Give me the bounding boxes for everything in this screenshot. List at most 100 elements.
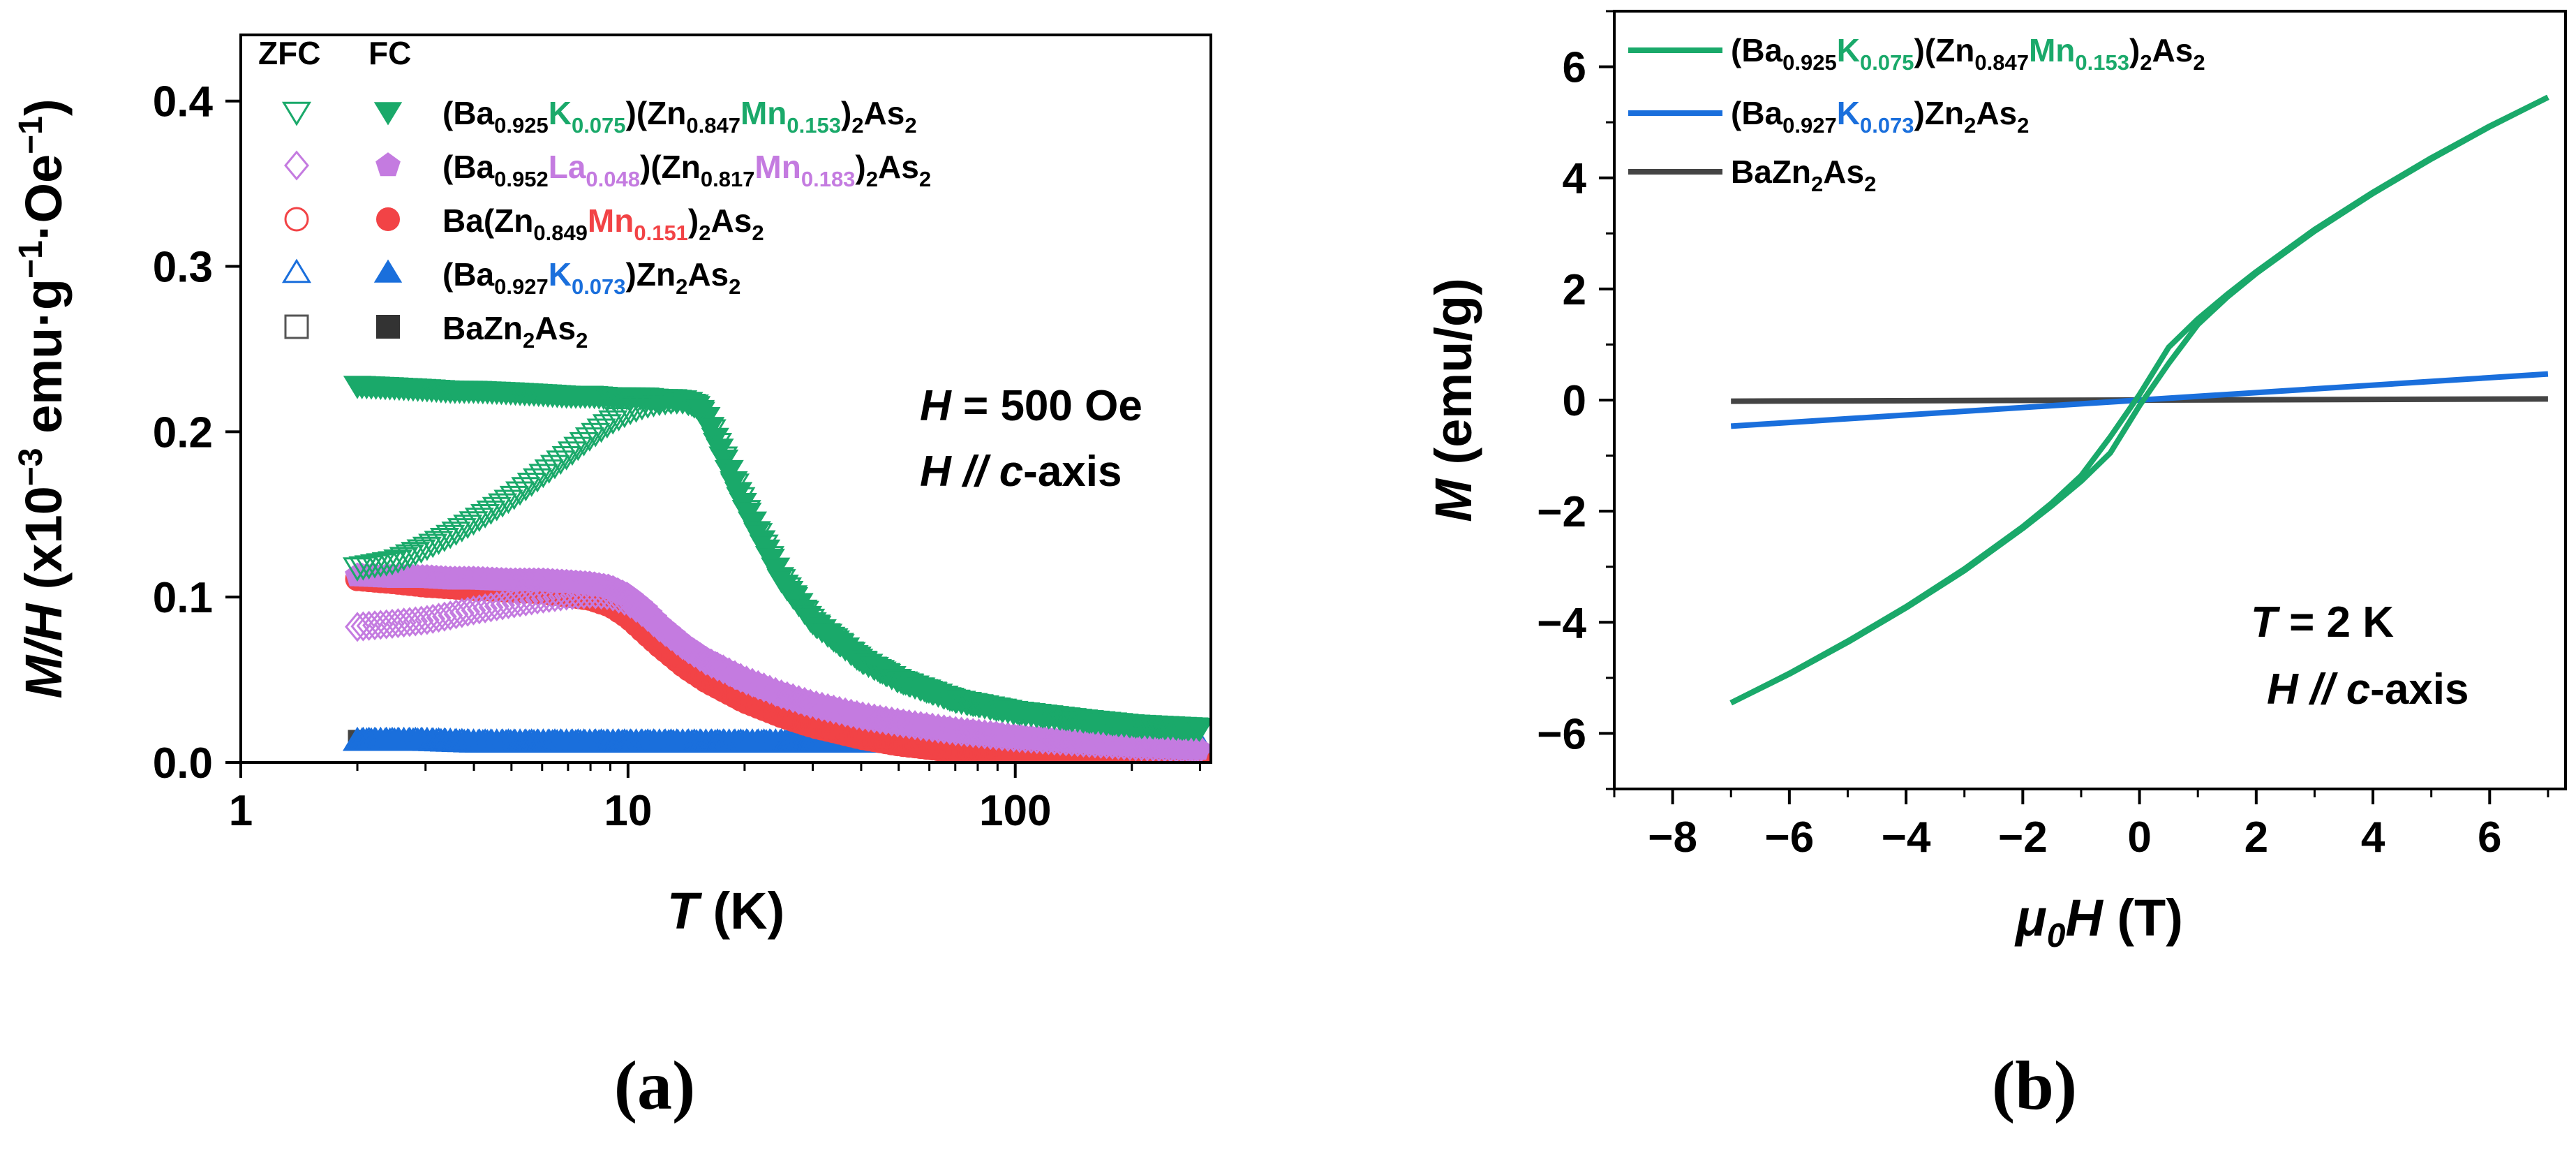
- point-a-blamn-zfc: [1152, 732, 1177, 762]
- legend-a-bza-zfc-marker: [284, 314, 309, 339]
- point-a-bkmn-zfc: [714, 459, 744, 485]
- tick-label-a-y: 0.4: [153, 78, 214, 126]
- point-a-blamn-zfc: [1048, 725, 1073, 756]
- point-a-blamn-zfc: [873, 705, 899, 736]
- point-a-blamn-zfc: [1129, 731, 1154, 762]
- point-a-blamn-zfc: [966, 718, 992, 749]
- point-a-blamn-zfc: [664, 626, 690, 656]
- point-a-blamn-zfc: [629, 597, 655, 628]
- point-a-bkmn-zfc: [586, 418, 616, 443]
- point-a-bkmn-zfc: [539, 455, 570, 480]
- point-a-bkmn-zfc: [389, 547, 419, 572]
- point-a-blamn-zfc: [879, 706, 904, 737]
- point-a-blamn-zfc: [885, 707, 911, 738]
- point-a-bkmn-zfc: [993, 700, 1023, 725]
- point-a-bkmn-zfc: [459, 511, 489, 536]
- point-a-bkmn-zfc: [534, 459, 564, 484]
- tick-label-b-x: 0: [2127, 813, 2151, 862]
- chart-b-annotation-temp: T = 2 K: [2251, 598, 2394, 647]
- point-a-blamn-zfc: [1065, 727, 1091, 758]
- point-a-blamn-zfc: [920, 712, 945, 743]
- point-a-blamn-zfc: [960, 718, 986, 748]
- point-a-bkmn-zfc: [551, 445, 581, 471]
- legend-b-bk-label: (Ba0.927K0.073)Zn2As2: [1731, 95, 2029, 138]
- tick-label-b-y: 2: [1563, 266, 1586, 314]
- chart-a-annotation-field: H = 500 Oe: [920, 382, 1142, 430]
- point-a-blamn-zfc: [1001, 722, 1027, 753]
- point-a-blamn-zfc: [1013, 723, 1038, 754]
- point-a-bkmn-zfc: [401, 542, 431, 566]
- point-a-bkmn-zfc: [958, 693, 988, 718]
- legend-zfc-header: ZFC: [258, 35, 320, 71]
- point-a-bkmn-zfc: [621, 398, 651, 423]
- series-a-blamn: [345, 562, 1211, 762]
- point-a-bkmn-zfc: [429, 527, 459, 552]
- point-a-blamn-zfc: [943, 716, 969, 746]
- point-a-bkmn-zfc: [691, 407, 721, 431]
- point-a-blamn-zfc: [1082, 728, 1108, 759]
- point-a-blamn-zfc: [699, 649, 724, 679]
- legend-a-bza-fc-marker: [376, 315, 400, 339]
- point-a-blamn-zfc: [861, 703, 887, 734]
- point-a-bkmn-zfc: [969, 695, 999, 720]
- point-a-bkmn-zfc: [424, 531, 454, 556]
- tick-label-a-x: 100: [979, 787, 1051, 835]
- chart-b-legend: (Ba0.925K0.075)(Zn0.847Mn0.153)2As2 (Ba0…: [1628, 32, 2205, 196]
- point-a-blamn-zfc: [588, 580, 614, 610]
- legend-a-bkmn-fc-marker: [373, 102, 403, 126]
- point-a-bkmn-zfc: [569, 431, 599, 457]
- chart-a-annotation-axis: H // c-axis: [920, 448, 1122, 496]
- point-a-bkmn-zfc: [464, 508, 494, 532]
- point-a-blamn-zfc: [1088, 728, 1114, 759]
- point-a-blamn-zfc: [902, 710, 928, 741]
- legend-fc-header: FC: [368, 35, 411, 71]
- point-a-bkmn-zfc: [609, 404, 639, 429]
- point-a-blamn-zfc: [1186, 734, 1211, 762]
- point-a-bkmn-zfc: [935, 687, 965, 712]
- tick-label-b-y: −4: [1537, 599, 1586, 647]
- point-a-blamn-zfc: [931, 714, 957, 745]
- point-a-bkmn-zfc: [616, 401, 646, 426]
- point-a-blamn-zfc: [1117, 730, 1142, 761]
- tick-label-b-x: 4: [2361, 813, 2385, 862]
- point-a-blamn-zfc: [1059, 726, 1085, 757]
- point-a-bkmn-zfc: [546, 450, 576, 475]
- point-a-bkmn-zfc: [929, 686, 959, 710]
- legend-a-bk-zfc-marker: [281, 258, 312, 283]
- panel-label-a: (a): [614, 1047, 696, 1124]
- point-a-bkmn-zfc: [476, 500, 506, 525]
- point-a-bkmn-zfc: [418, 533, 448, 559]
- point-a-blamn-zfc: [868, 704, 893, 735]
- point-a-blamn-zfc: [1140, 732, 1166, 762]
- point-a-bkmn-zfc: [574, 427, 605, 452]
- point-a-bkmn-zfc: [981, 698, 1011, 722]
- point-a-blamn-zfc: [553, 580, 579, 611]
- point-a-bkmn-zfc: [453, 515, 483, 539]
- chart-a-legend: ZFC FC (Ba0.925K0.075)(Zn0.847Mn0.153)2A…: [258, 35, 931, 353]
- legend-b-bkmn-label: (Ba0.925K0.075)(Zn0.847Mn0.153)2As2: [1731, 32, 2205, 75]
- point-a-blamn-zfc: [1100, 729, 1125, 760]
- point-a-blamn-zfc: [914, 711, 939, 742]
- point-a-bkmn-zfc: [964, 694, 994, 719]
- point-a-blamn-zfc: [560, 580, 585, 610]
- point-a-blamn-zfc: [1146, 732, 1172, 762]
- series-b-bkmn-branch-down: [1729, 94, 2549, 706]
- point-a-blamn-zfc: [646, 612, 672, 643]
- point-a-bkmn-zfc: [412, 536, 442, 561]
- chart-b-xlabel: μ0H (T): [2014, 889, 2183, 954]
- legend-a-bkmn-zfc-marker: [281, 101, 312, 126]
- point-a-bkmn-zfc: [813, 623, 843, 649]
- legend-a-blamn-label: (Ba0.952La0.048)(Zn0.817Mn0.183)2As2: [442, 149, 931, 191]
- point-a-bkmn-zfc: [946, 691, 976, 716]
- point-a-blamn-zfc: [1071, 728, 1096, 758]
- point-a-blamn-zfc: [571, 579, 597, 610]
- tick-label-b-y: 6: [1563, 44, 1586, 92]
- tick-label-b-x: −4: [1882, 813, 1931, 862]
- point-a-bkmn-zfc: [528, 464, 558, 489]
- point-a-blamn-zfc: [891, 708, 916, 739]
- point-a-blamn-zfc: [1105, 730, 1131, 760]
- tick-label-a-x: 10: [604, 787, 652, 835]
- chart-a-frame: [239, 34, 1212, 764]
- point-a-bkmn-zfc: [824, 633, 854, 658]
- point-a-bkmn-zfc: [447, 518, 477, 543]
